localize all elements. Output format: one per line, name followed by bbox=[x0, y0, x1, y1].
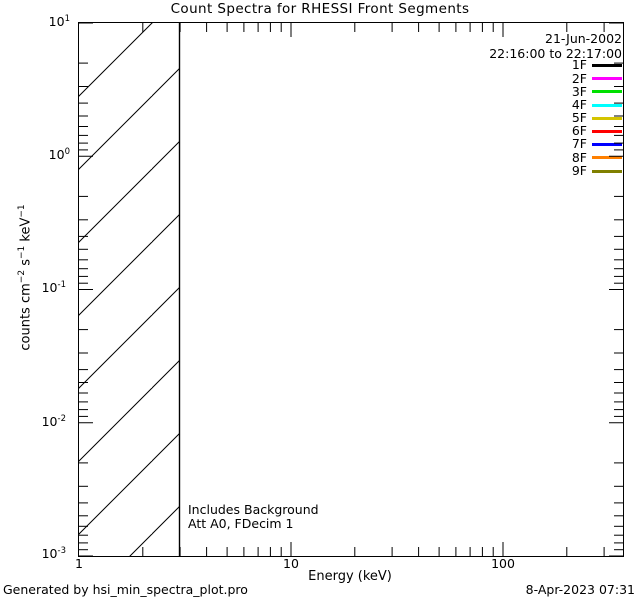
y-tickexp-1em2: -2 bbox=[57, 413, 66, 424]
x-ticklabel-1: 1 bbox=[75, 556, 83, 571]
legend-swatch-9f bbox=[592, 169, 622, 173]
legend-swatch-4f bbox=[592, 103, 622, 107]
legend-swatch-6f bbox=[592, 130, 622, 134]
annotation-attenuator-state: Att A0, FDecim 1 bbox=[188, 516, 294, 531]
y-tickexp-1em3: -3 bbox=[57, 545, 66, 556]
x-ticklabel-100: 100 bbox=[491, 556, 515, 571]
legend-swatch-8f bbox=[592, 156, 622, 160]
legend-label-5f: 5F bbox=[571, 110, 587, 126]
legend-item-5f[interactable]: 5F bbox=[520, 112, 622, 125]
observation-date: 21-Jun-2002 bbox=[545, 31, 622, 46]
legend-swatch-7f bbox=[592, 143, 622, 147]
legend-item-1f[interactable]: 1F bbox=[520, 59, 622, 72]
y-axis-ticks-right bbox=[609, 23, 623, 556]
excluded-band-hatch bbox=[79, 23, 180, 556]
legend-label-3f: 3F bbox=[571, 83, 587, 99]
x-axis-ticks-bottom bbox=[142, 542, 605, 556]
y-ticklabel-1em1: 10-1 bbox=[41, 279, 66, 295]
legend-item-2f[interactable]: 2F bbox=[520, 72, 622, 85]
legend-item-7f[interactable]: 7F bbox=[520, 138, 622, 151]
x-axis-ticks-top bbox=[142, 23, 605, 37]
y-ticklabel-1em3: 10-3 bbox=[41, 545, 66, 561]
legend-label-1f: 1F bbox=[571, 57, 587, 73]
y-ticklabel-1e1: 101 bbox=[48, 13, 70, 29]
legend-swatch-3f bbox=[592, 90, 622, 94]
legend-label-9f: 9F bbox=[571, 162, 587, 178]
plot-frame bbox=[78, 22, 624, 557]
y-tickexp-1em1: -1 bbox=[57, 279, 66, 290]
plot-area bbox=[79, 23, 623, 556]
plot-annotations: Includes Background Att A0, FDecim 1 bbox=[188, 503, 319, 531]
legend: 1F 2F 3F 4F 5F 6F 7F 8F bbox=[520, 59, 622, 178]
x-axis-title: Energy (keV) bbox=[308, 569, 392, 584]
legend-item-3f[interactable]: 3F bbox=[520, 85, 622, 98]
x-ticklabel-10: 10 bbox=[283, 556, 299, 571]
y-axis-ticks-left bbox=[79, 23, 93, 556]
legend-item-9f[interactable]: 9F bbox=[520, 162, 622, 178]
y-ticklabel-1e0: 100 bbox=[48, 146, 70, 162]
y-axis-title: counts cm−2 s−1 keV−1 bbox=[17, 204, 34, 351]
legend-item-6f[interactable]: 6F bbox=[520, 125, 622, 138]
legend-label-6f: 6F bbox=[571, 123, 587, 139]
legend-label-4f: 4F bbox=[571, 96, 587, 112]
footer-timestamp: 8-Apr-2023 07:31 bbox=[525, 582, 635, 597]
y-tickexp-1e0: 0 bbox=[64, 146, 70, 157]
observation-header: 21-Jun-2002 22:16:00 to 22:17:00 bbox=[330, 31, 622, 61]
observation-time-range: 22:16:00 to 22:17:00 bbox=[489, 46, 622, 61]
legend-swatch-1f bbox=[592, 64, 622, 68]
y-ticklabel-1em2: 10-2 bbox=[41, 413, 66, 429]
legend-label-8f: 8F bbox=[571, 149, 587, 165]
footer-generator: Generated by hsi_min_spectra_plot.pro bbox=[3, 582, 248, 597]
page-title: Count Spectra for RHESSI Front Segments bbox=[170, 1, 470, 17]
legend-label-2f: 2F bbox=[571, 70, 587, 86]
legend-item-8f[interactable]: 8F bbox=[520, 151, 622, 164]
legend-label-7f: 7F bbox=[571, 136, 587, 152]
legend-swatch-5f bbox=[592, 116, 622, 120]
annotation-includes-background: Includes Background bbox=[188, 502, 319, 517]
y-tickexp-1e1: 1 bbox=[64, 13, 70, 24]
legend-item-4f[interactable]: 4F bbox=[520, 96, 622, 112]
legend-swatch-2f bbox=[592, 77, 622, 81]
